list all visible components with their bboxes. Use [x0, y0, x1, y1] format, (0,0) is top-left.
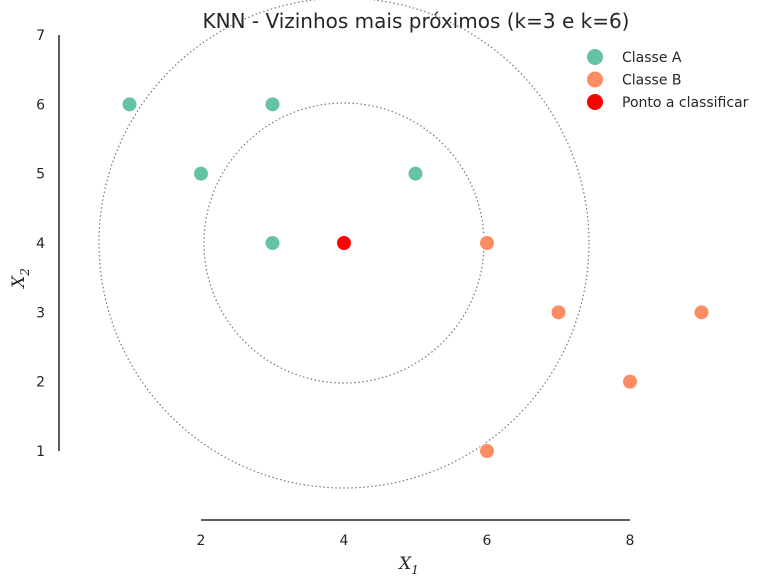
radius-circles	[98, 0, 590, 489]
data-points	[121, 96, 710, 459]
legend-marker	[587, 71, 603, 88]
legend-label: Ponto a classificar	[622, 95, 749, 111]
point-series-1-1	[121, 96, 138, 113]
y-tick-label: 3	[36, 305, 45, 321]
point-series-1-3	[193, 165, 209, 182]
x-tick-label: 6	[483, 533, 492, 549]
y-tick-label: 5	[36, 167, 45, 183]
point-series-2-5	[479, 443, 495, 459]
point-series-1-2	[264, 96, 281, 113]
y-tick-label: 7	[36, 28, 45, 44]
x-axis-label-main: X	[397, 554, 412, 574]
y-tick-label: 4	[36, 236, 45, 252]
x-axis-label: X1	[397, 554, 419, 577]
point-series-3-1	[336, 235, 352, 252]
point-series-1-4	[407, 165, 424, 182]
x-tick-labels: 2 4 6 8	[197, 533, 635, 549]
legend: Classe A Classe B Ponto a classificar	[587, 49, 749, 111]
radius-circle-2	[98, 0, 590, 489]
point-series-1-5	[264, 235, 281, 252]
chart-title: KNN - Vizinhos mais próximos (k=3 e k=6)	[202, 9, 629, 33]
x-tick-label: 4	[340, 533, 349, 549]
y-axis-label-subscript: 2	[18, 268, 32, 277]
y-tick-labels: 1 2 3 4 5 6 7	[36, 28, 45, 460]
point-series-2-2	[550, 304, 567, 321]
x-axis-label-subscript: 1	[411, 563, 419, 577]
legend-marker	[587, 94, 603, 110]
legend-label: Classe B	[622, 73, 682, 89]
y-axis-label-main: X	[9, 275, 29, 290]
y-axis-label: X2	[9, 268, 32, 290]
x-tick-label: 8	[626, 533, 635, 549]
legend-marker	[587, 49, 603, 65]
point-series-2-4	[622, 373, 638, 390]
y-tick-label: 2	[36, 375, 45, 391]
x-tick-label: 2	[197, 533, 206, 549]
point-series-2-3	[693, 304, 710, 321]
y-tick-label: 1	[36, 444, 45, 460]
point-series-2-1	[479, 235, 495, 252]
y-tick-label: 6	[36, 97, 45, 113]
legend-label: Classe A	[622, 50, 682, 66]
